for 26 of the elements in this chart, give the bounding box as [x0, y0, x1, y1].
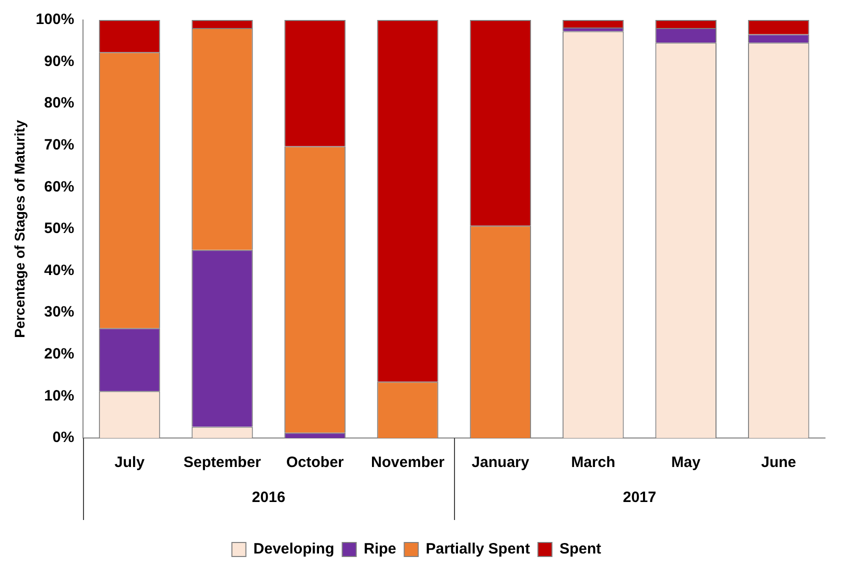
legend-label: Ripe [364, 540, 396, 558]
y-tick-label: 70% [44, 136, 74, 154]
x-tick-label: October [286, 454, 344, 472]
legend-label: Partially Spent [426, 540, 530, 558]
y-tick-label: 30% [44, 304, 74, 321]
y-tick-label: 60% [44, 178, 74, 196]
legend-label: Developing [253, 540, 334, 558]
x-tick-label: July [114, 454, 146, 472]
text: 2017 [622, 489, 656, 506]
y-tick-label: 80% [44, 94, 74, 112]
text: 2016 [252, 489, 286, 506]
y-axis-title: Percentage of Stages of Maturity [11, 120, 28, 338]
y-tick-label: 90% [44, 52, 74, 70]
x-tick-label: June [761, 454, 796, 472]
y-tick-label: 0% [52, 429, 74, 446]
y-tick-label: 20% [44, 346, 74, 363]
x-tick-label: January [472, 454, 530, 472]
y-tick-label: 40% [44, 262, 74, 279]
y-tick-label: 100% [36, 11, 74, 28]
y-tick-label: 10% [44, 387, 74, 404]
legend-label: Spent [559, 540, 602, 558]
x-tick-label: September [183, 454, 262, 472]
x-tick-label: March [571, 454, 616, 472]
y-tick-label: 50% [44, 220, 74, 238]
x-tick-label: May [671, 454, 702, 472]
x-tick-label: November [371, 454, 445, 472]
